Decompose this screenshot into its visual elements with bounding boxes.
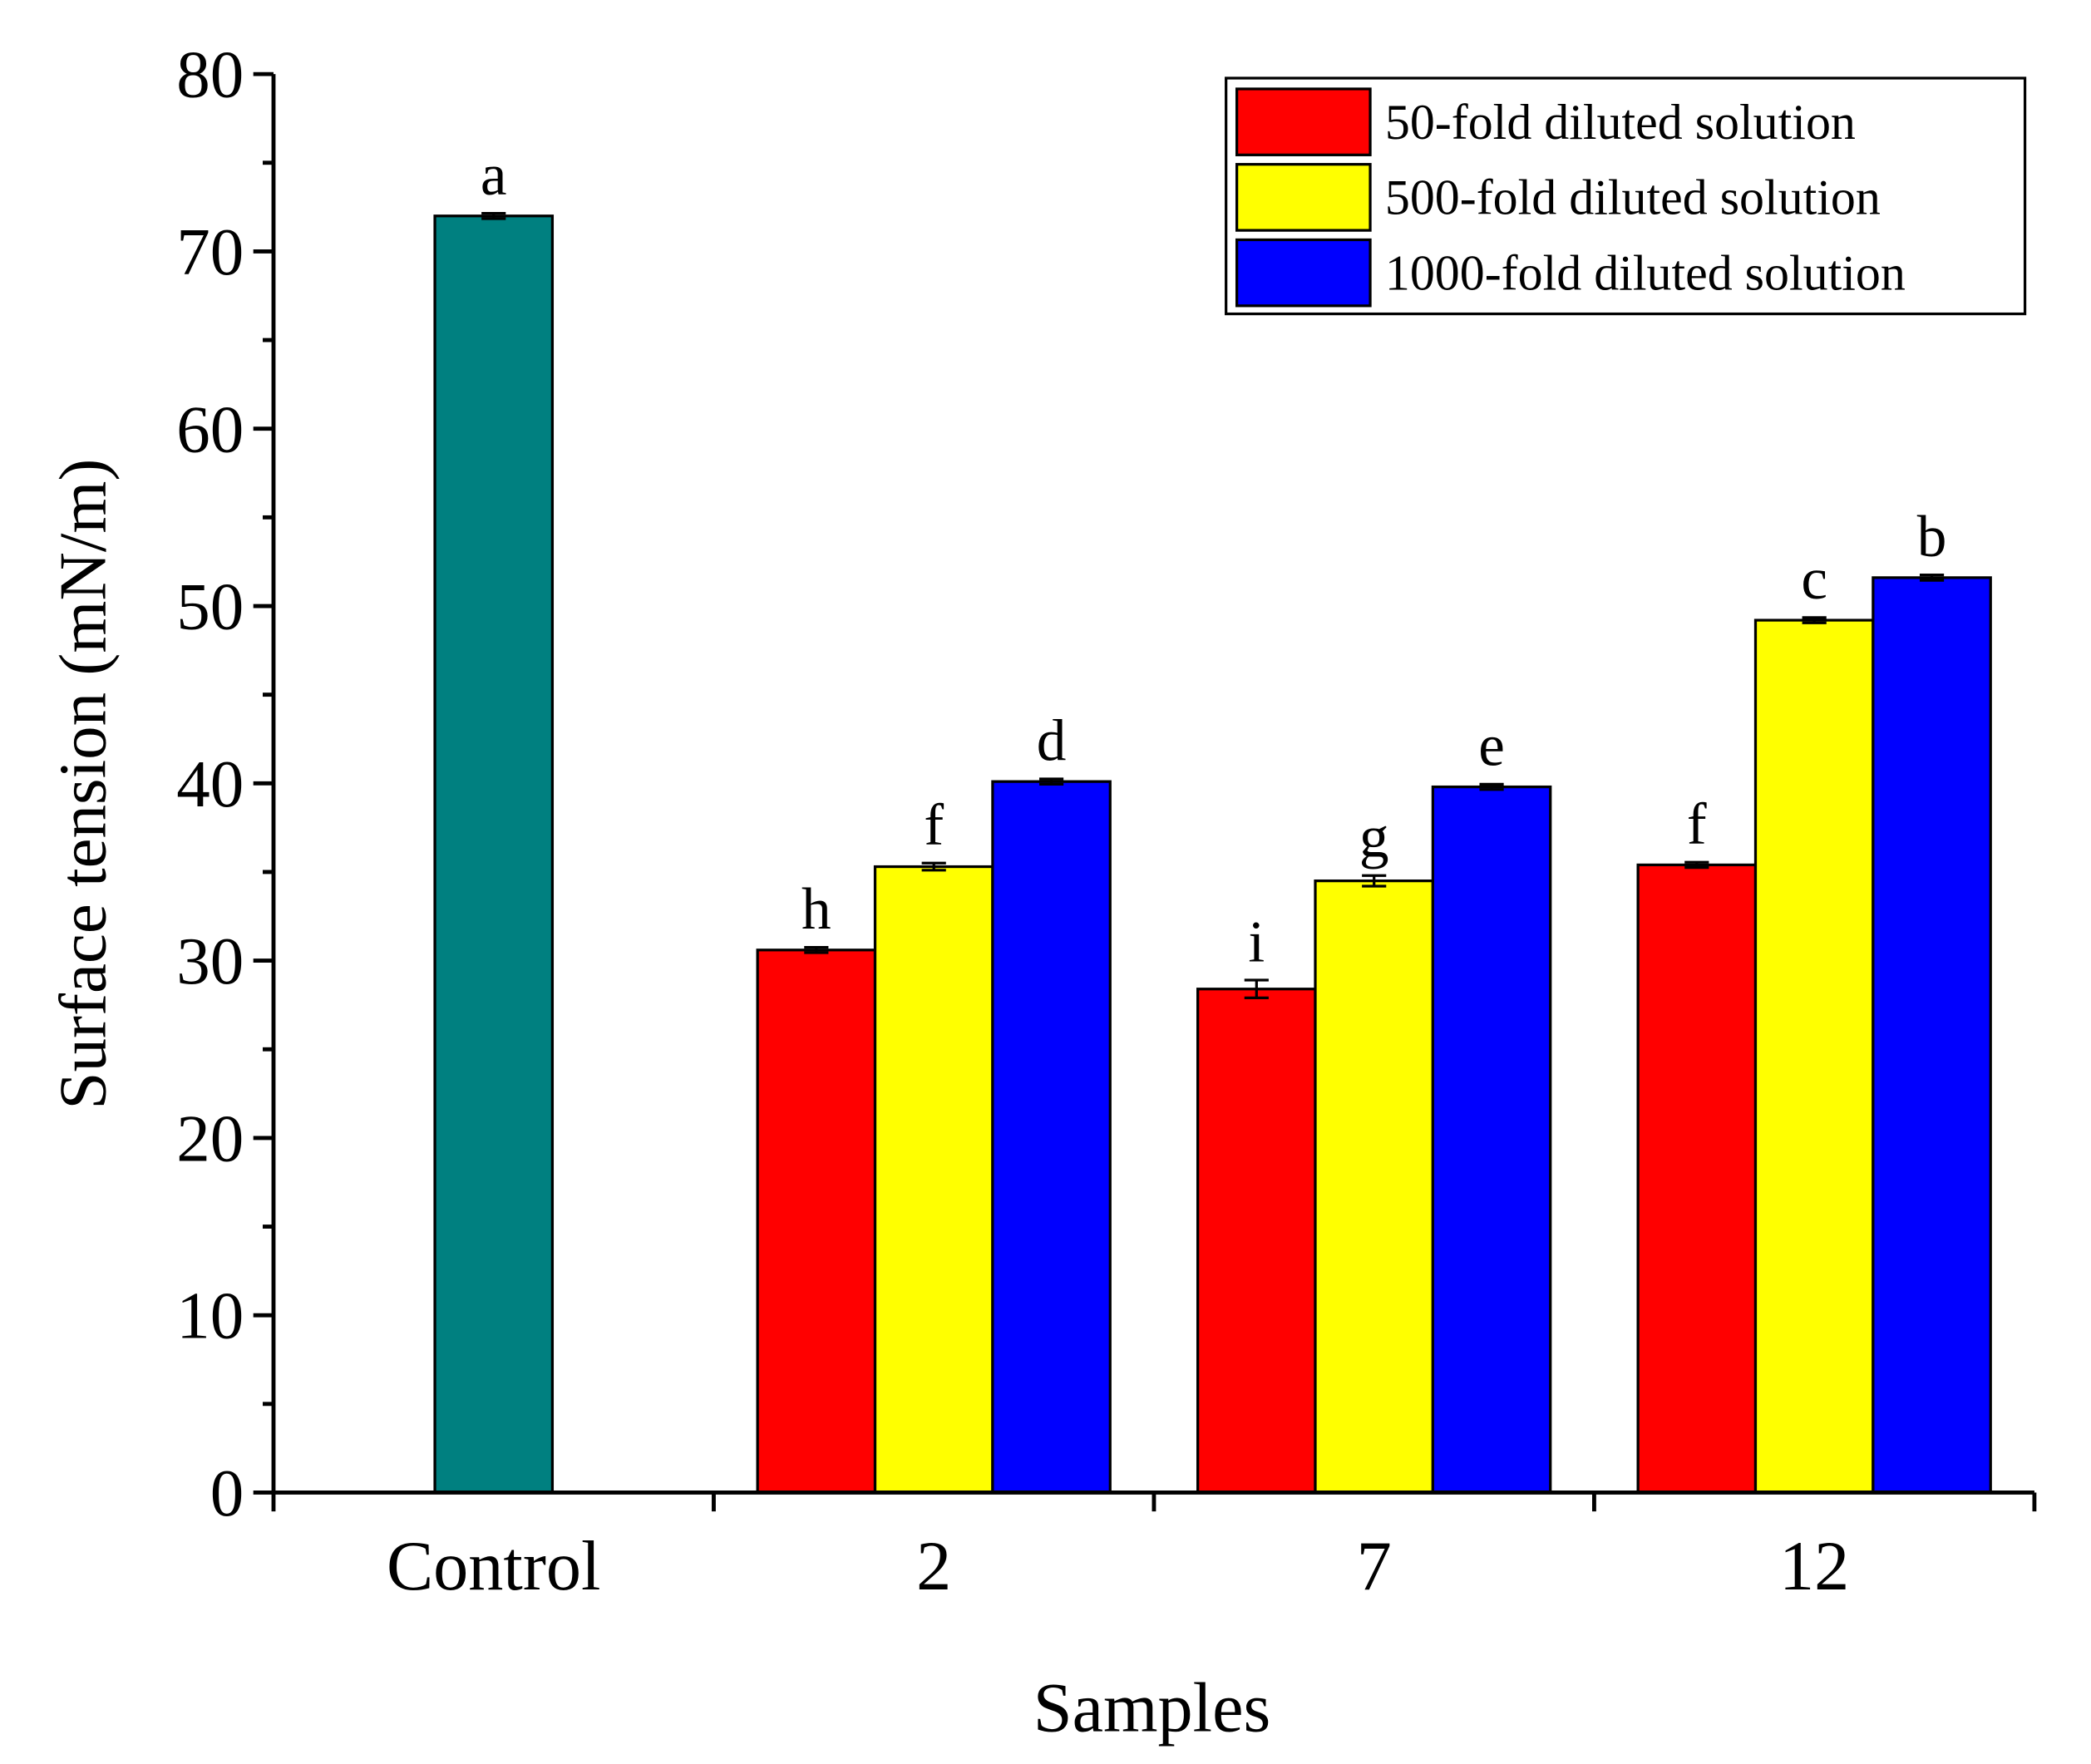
bar [1431, 785, 1552, 1495]
x-tick-label: 2 [916, 1528, 951, 1605]
bar [1314, 879, 1434, 1495]
significance-letter: h [801, 876, 831, 942]
legend-swatch [1235, 87, 1372, 156]
bar [991, 780, 1112, 1495]
x-tick-label: 7 [1357, 1528, 1392, 1605]
legend-swatch [1235, 238, 1372, 308]
significance-letter: f [1687, 791, 1707, 857]
significance-letter: b [1917, 504, 1947, 569]
significance-letter: d [1037, 707, 1067, 773]
x-axis-title: Samples [1033, 1669, 1271, 1747]
significance-letter: e [1478, 713, 1505, 779]
significance-letter: a [481, 142, 507, 208]
y-tick-label: 10 [176, 1279, 244, 1353]
y-tick-label: 80 [176, 37, 244, 112]
legend-label: 50-fold diluted solution [1385, 95, 1856, 150]
y-tick-label: 70 [176, 214, 244, 289]
y-tick-label: 0 [210, 1456, 244, 1530]
significance-letter: g [1359, 805, 1389, 870]
bar [756, 949, 877, 1495]
y-tick-label: 60 [176, 392, 244, 466]
bar [1872, 576, 1992, 1495]
y-tick-label: 20 [176, 1101, 244, 1175]
significance-letter: c [1801, 546, 1827, 612]
bar [433, 214, 555, 1495]
bar [1753, 618, 1875, 1495]
y-axis-title: Surface tension (mN/m) [45, 459, 120, 1110]
significance-letter: f [924, 792, 944, 858]
bar [873, 865, 994, 1495]
bar [1196, 988, 1317, 1495]
bar [1636, 863, 1758, 1495]
significance-letter: i [1248, 909, 1265, 974]
x-tick-label: Control [387, 1528, 600, 1605]
y-tick-label: 50 [176, 569, 244, 644]
y-tick-label: 30 [176, 924, 244, 998]
legend-swatch [1235, 163, 1372, 232]
x-tick-label: 12 [1779, 1528, 1849, 1605]
y-tick-label: 40 [176, 746, 244, 821]
legend-label: 500-fold diluted solution [1385, 170, 1881, 225]
legend-label: 1000-fold diluted solution [1385, 245, 1906, 300]
